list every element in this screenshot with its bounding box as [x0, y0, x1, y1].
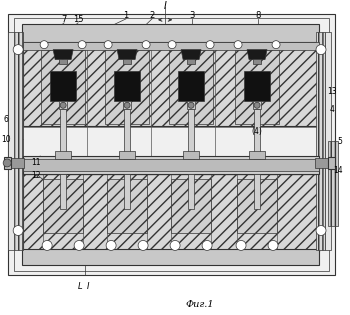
Circle shape	[60, 102, 66, 108]
Text: $L$: $L$	[77, 280, 83, 291]
Circle shape	[142, 41, 150, 49]
Text: 1: 1	[124, 11, 129, 20]
Bar	[253, 59, 261, 64]
Bar	[114, 72, 140, 101]
Circle shape	[316, 226, 326, 236]
Text: 5: 5	[337, 137, 342, 146]
Circle shape	[254, 102, 260, 108]
Circle shape	[188, 102, 194, 108]
Bar	[188, 109, 194, 159]
Text: 8: 8	[256, 11, 261, 20]
Bar	[171, 179, 211, 233]
Circle shape	[234, 41, 242, 49]
Circle shape	[206, 41, 214, 49]
Bar	[123, 59, 131, 64]
Bar	[119, 151, 135, 159]
Text: I: I	[87, 282, 89, 291]
Circle shape	[106, 240, 116, 250]
Bar	[105, 50, 149, 124]
Bar	[249, 151, 265, 159]
Bar	[23, 42, 319, 50]
Bar	[178, 72, 204, 101]
Bar	[188, 174, 194, 209]
Bar	[183, 151, 199, 159]
Bar	[50, 72, 76, 101]
Bar	[59, 101, 67, 109]
Text: 15: 15	[73, 15, 83, 24]
Text: (4): (4)	[252, 127, 262, 136]
Circle shape	[42, 240, 52, 250]
Bar	[43, 179, 83, 233]
Circle shape	[236, 240, 246, 250]
Bar	[22, 249, 319, 265]
Circle shape	[40, 41, 48, 49]
Circle shape	[3, 159, 11, 167]
Text: Фиг.1: Фиг.1	[186, 300, 215, 309]
Text: 4: 4	[330, 105, 335, 114]
Bar	[235, 50, 279, 124]
Bar	[14, 18, 329, 271]
Bar	[254, 174, 260, 209]
Bar	[23, 174, 319, 251]
Circle shape	[13, 226, 23, 236]
Bar	[59, 59, 67, 64]
Bar	[14, 32, 23, 250]
Text: 10: 10	[1, 135, 11, 144]
Text: 6: 6	[4, 115, 9, 124]
Bar	[4, 157, 11, 169]
Text: 12: 12	[32, 171, 41, 180]
Bar	[8, 14, 335, 275]
Bar	[8, 32, 14, 250]
Circle shape	[170, 240, 180, 250]
Text: 2: 2	[149, 11, 155, 20]
Bar	[253, 101, 261, 109]
Bar	[244, 72, 270, 101]
Polygon shape	[117, 50, 137, 60]
Polygon shape	[181, 50, 201, 60]
Polygon shape	[53, 50, 73, 60]
Bar	[41, 50, 85, 124]
Text: I: I	[164, 1, 167, 11]
Bar	[107, 179, 147, 233]
Polygon shape	[247, 50, 267, 60]
Circle shape	[168, 41, 176, 49]
Bar	[23, 159, 319, 171]
Text: 7: 7	[62, 15, 67, 24]
Circle shape	[104, 41, 112, 49]
Bar	[315, 158, 331, 168]
Circle shape	[74, 240, 84, 250]
Bar	[237, 179, 277, 233]
Text: 11: 11	[32, 158, 41, 168]
Bar	[22, 24, 319, 42]
Bar	[124, 109, 130, 159]
Circle shape	[13, 45, 23, 54]
Bar	[254, 109, 260, 159]
Bar	[124, 174, 130, 209]
Circle shape	[124, 102, 130, 108]
Bar	[328, 141, 338, 226]
Text: 14: 14	[333, 166, 343, 175]
Bar	[187, 101, 195, 109]
Bar	[169, 50, 213, 124]
Bar	[55, 151, 71, 159]
Bar	[23, 156, 319, 174]
Bar	[23, 42, 319, 126]
Circle shape	[202, 240, 212, 250]
Text: 3: 3	[189, 11, 195, 20]
Bar	[123, 101, 131, 109]
Circle shape	[316, 45, 326, 54]
Bar	[60, 109, 66, 159]
Bar	[8, 158, 24, 168]
Text: 13: 13	[327, 87, 337, 96]
Circle shape	[272, 41, 280, 49]
Bar	[187, 59, 195, 64]
Bar	[325, 32, 331, 250]
Bar	[60, 174, 66, 209]
Circle shape	[78, 41, 86, 49]
Bar	[316, 32, 325, 250]
Circle shape	[138, 240, 148, 250]
Bar	[328, 157, 335, 169]
Circle shape	[268, 240, 278, 250]
